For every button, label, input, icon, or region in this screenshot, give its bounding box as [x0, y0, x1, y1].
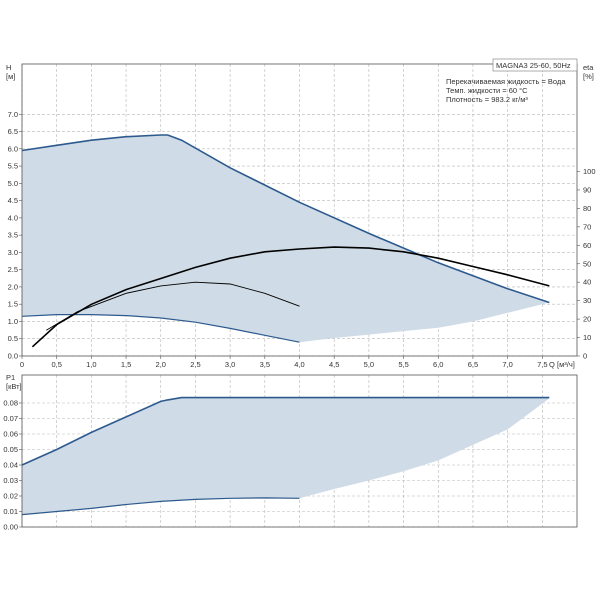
y-axis-unit: [м] [6, 72, 15, 81]
x-tick-label: 5,5 [398, 360, 408, 369]
y-tick-label: 6.5 [8, 127, 18, 136]
y2-axis-title: eta [583, 63, 594, 72]
y-axis-title: H [6, 63, 11, 72]
y2-tick-label: 60 [583, 241, 591, 250]
y2-tick-label: 20 [583, 315, 591, 324]
min-power-curve [21, 497, 300, 516]
x-tick-label: 2,5 [190, 360, 200, 369]
y2-tick-label: 0 [583, 352, 587, 361]
p1-axis-unit: [кВт] [6, 382, 22, 391]
y2-tick-label: 90 [583, 185, 591, 194]
x-axis-unit: [м³/ч] [557, 360, 575, 369]
head-envelope-area [22, 135, 550, 343]
y-tick-label: 0.0 [8, 352, 18, 361]
x-tick-label: 3,5 [260, 360, 270, 369]
x-tick-label: 0,5 [51, 360, 61, 369]
model-title-box [492, 58, 578, 72]
x-tick-label: 2,0 [156, 360, 166, 369]
y-tick-label: 5.5 [8, 162, 18, 171]
p1-tick-label: 0.03 [3, 476, 18, 485]
p1-tick-label: 0.08 [3, 399, 18, 408]
y2-tick-label: 40 [583, 278, 591, 287]
y-tick-label: 3.5 [8, 231, 18, 240]
efficiency-curve-max [31, 246, 550, 348]
y2-tick-label: 30 [583, 296, 591, 305]
p1-tick-label: 0.04 [3, 461, 18, 470]
x-tick-label: 7,5 [537, 360, 547, 369]
y-tick-label: 6.0 [8, 144, 18, 153]
y2-tick-label: 80 [583, 204, 591, 213]
x-tick-label: 6,5 [468, 360, 478, 369]
p1-tick-label: 0.02 [3, 492, 18, 501]
y-tick-label: 2.0 [8, 282, 18, 291]
p1-tick-label: 0.00 [3, 523, 18, 532]
power-envelope-area [22, 397, 550, 515]
x-tick-label: 3,0 [225, 360, 235, 369]
x-tick-label: 4,0 [294, 360, 304, 369]
y-tick-label: 3.0 [8, 248, 18, 257]
y2-tick-label: 10 [583, 333, 591, 342]
x-tick-label: 5,0 [364, 360, 374, 369]
x-tick-label: 1,5 [121, 360, 131, 369]
y2-tick-label: 50 [583, 259, 591, 268]
y2-axis-unit: [%] [583, 72, 594, 81]
p1-axis-title: P1 [6, 373, 15, 382]
y-tick-label: 4.5 [8, 196, 18, 205]
annotation-line: Темп. жидкости = 60 °C [446, 86, 528, 95]
y-tick-label: 0.5 [8, 334, 18, 343]
y-tick-label: 4.0 [8, 213, 18, 222]
y-tick-label: 2.5 [8, 265, 18, 274]
y-tick-label: 7.0 [8, 110, 18, 119]
p1-tick-label: 0.01 [3, 507, 18, 516]
y2-tick-label: 70 [583, 222, 591, 231]
annotation-line: Плотность = 983.2 кг/м³ [446, 95, 528, 104]
p1-tick-label: 0.05 [3, 445, 18, 454]
y-tick-label: 1.0 [8, 317, 18, 326]
chart-title: MAGNA3 25-60, 50Hz [496, 61, 571, 70]
top-plot-frame [21, 63, 578, 357]
min-head-curve [21, 314, 300, 343]
bottom-plot-frame [21, 374, 578, 528]
efficiency-curve-min [46, 281, 300, 331]
x-tick-label: 0 [20, 360, 24, 369]
max-head-curve [21, 134, 550, 304]
x-axis-title: Q [549, 360, 555, 369]
y-tick-label: 1.5 [8, 300, 18, 309]
x-tick-label: 1,0 [86, 360, 96, 369]
max-power-curve [21, 396, 550, 466]
y2-tick-label: 100 [583, 167, 596, 176]
p1-tick-label: 0.06 [3, 430, 18, 439]
x-tick-label: 4,5 [329, 360, 339, 369]
x-tick-label: 6,0 [433, 360, 443, 369]
annotation-line: Перекачиваемая жидкость = Вода [446, 77, 566, 86]
p1-tick-label: 0.07 [3, 414, 18, 423]
x-tick-label: 7,0 [502, 360, 512, 369]
y-tick-label: 5.0 [8, 179, 18, 188]
